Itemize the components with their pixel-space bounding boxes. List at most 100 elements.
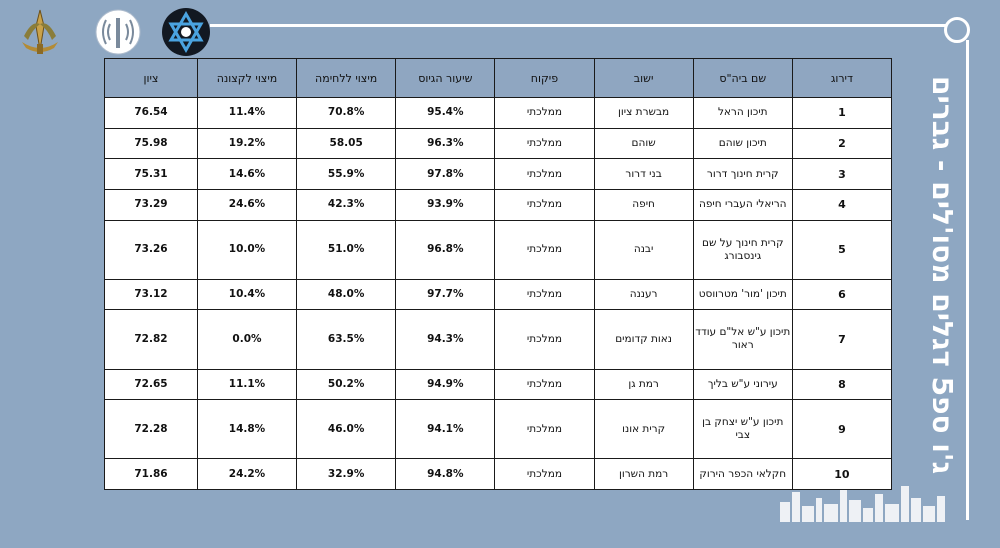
table-row: 8 עירוני ע"ש בליך רמת גן ממלכתי 94.9% 50… xyxy=(104,368,893,401)
cell-officer-rate: 14.6% xyxy=(196,158,298,190)
cell-officer-rate: 24.6% xyxy=(196,188,298,221)
cell-school-name: תיכון ע"ש אל"ם עודד ראור xyxy=(692,309,793,370)
cell-enlistment-rate: 93.9% xyxy=(395,188,496,221)
header-rank: דירוג xyxy=(791,58,893,98)
cell-officer-rate: 0.0% xyxy=(196,309,298,370)
cell-rank: 7 xyxy=(791,309,893,370)
cell-combat-rate: 51.0% xyxy=(296,219,397,280)
cell-city: בני דרור xyxy=(593,158,694,190)
table-row: 4 הריאלי העברי חיפה חיפה ממלכתי 93.9% 42… xyxy=(104,188,893,221)
cell-score: 73.29 xyxy=(104,188,198,221)
table-header-row: דירוג שם ביה"ס ישוב פיקוח שיעור הגיוס מי… xyxy=(104,58,893,98)
cell-combat-rate: 58.05 xyxy=(296,127,397,160)
city-skyline-icon xyxy=(780,482,950,522)
cell-city: שוהם xyxy=(593,127,694,160)
cell-score: 76.54 xyxy=(104,97,198,129)
cell-sector: ממלכתי xyxy=(494,188,595,221)
cell-combat-rate: 32.9% xyxy=(296,458,397,490)
cell-score: 73.26 xyxy=(104,219,198,280)
frame-line-right xyxy=(966,40,969,520)
cell-combat-rate: 50.2% xyxy=(296,368,397,401)
cell-score: 71.86 xyxy=(104,458,198,490)
table-row: 7 תיכון ע"ש אל"ם עודד ראור נאות קדומים מ… xyxy=(104,309,893,370)
cell-score: 73.12 xyxy=(104,278,198,311)
cell-combat-rate: 63.5% xyxy=(296,309,397,370)
cell-enlistment-rate: 97.7% xyxy=(395,278,496,311)
cell-city: רעננה xyxy=(593,278,694,311)
cell-city: רמת השרון xyxy=(593,458,694,490)
cell-city: רמת גן xyxy=(593,368,694,401)
cell-school-name: קרית חינוך דרור xyxy=(692,158,793,190)
cell-rank: 1 xyxy=(791,97,893,129)
cell-sector: ממלכתי xyxy=(494,458,595,490)
cell-city: חיפה xyxy=(593,188,694,221)
cell-city: יבנה xyxy=(593,219,694,280)
cell-school-name: תיכון ע"ש יצחק בן צבי xyxy=(692,399,793,460)
cell-enlistment-rate: 94.3% xyxy=(395,309,496,370)
frame-circle xyxy=(944,17,970,43)
header-officer-rate: מיצוי לקצונה xyxy=(196,58,298,98)
cell-rank: 9 xyxy=(791,399,893,460)
header-school-name: שם ביה"ס xyxy=(692,58,793,98)
cell-city: נאות קדומים xyxy=(593,309,694,370)
cell-score: 72.65 xyxy=(104,368,198,401)
star-of-david-icon xyxy=(160,6,212,58)
table-row: 2 תיכון שוהם שוהם ממלכתי 96.3% 58.05 19.… xyxy=(104,127,893,160)
cell-enlistment-rate: 95.4% xyxy=(395,97,496,129)
cell-sector: ממלכתי xyxy=(494,278,595,311)
cell-officer-rate: 10.4% xyxy=(196,278,298,311)
cell-sector: ממלכתי xyxy=(494,127,595,160)
idf-emblem-icon xyxy=(14,6,66,58)
frame-line-top xyxy=(210,24,950,27)
cell-enlistment-rate: 97.8% xyxy=(395,158,496,190)
cell-school-name: תיכון 'מור' מטרווסט xyxy=(692,278,793,311)
cell-enlistment-rate: 94.9% xyxy=(395,368,496,401)
table-row: 3 קרית חינוך דרור בני דרור ממלכתי 97.8% … xyxy=(104,158,893,190)
signal-corps-icon xyxy=(92,6,144,58)
cell-score: 75.98 xyxy=(104,127,198,160)
cell-enlistment-rate: 96.3% xyxy=(395,127,496,160)
cell-enlistment-rate: 96.8% xyxy=(395,219,496,280)
cell-school-name: עירוני ע"ש בליך xyxy=(692,368,793,401)
cell-officer-rate: 11.1% xyxy=(196,368,298,401)
schools-table: דירוג שם ביה"ס ישוב פיקוח שיעור הגיוס מי… xyxy=(104,58,893,490)
cell-rank: 6 xyxy=(791,278,893,311)
header-enlistment-rate: שיעור הגיוס xyxy=(395,58,496,98)
cell-city: קרית אונו xyxy=(593,399,694,460)
cell-school-name: תיכון שוהם xyxy=(692,127,793,160)
table-row: 5 קרית חינוך על שם גינסבורג יבנה ממלכתי … xyxy=(104,219,893,280)
cell-sector: ממלכתי xyxy=(494,309,595,370)
cell-rank: 2 xyxy=(791,127,893,160)
table-row: 9 תיכון ע"ש יצחק בן צבי קרית אונו ממלכתי… xyxy=(104,399,893,460)
cell-city: מבשרת ציון xyxy=(593,97,694,129)
cell-sector: ממלכתי xyxy=(494,399,595,460)
cell-enlistment-rate: 94.8% xyxy=(395,458,496,490)
table-row: 10 חקלאי הכפר הירוק רמת השרון ממלכתי 94.… xyxy=(104,458,893,490)
cell-sector: ממלכתי xyxy=(494,368,595,401)
cell-enlistment-rate: 94.1% xyxy=(395,399,496,460)
header-sector: פיקוח xyxy=(494,58,595,98)
cell-officer-rate: 14.8% xyxy=(196,399,298,460)
cell-officer-rate: 24.2% xyxy=(196,458,298,490)
cell-combat-rate: 55.9% xyxy=(296,158,397,190)
cell-officer-rate: 11.4% xyxy=(196,97,298,129)
cell-school-name: הריאלי העברי חיפה xyxy=(692,188,793,221)
header-score: ציון xyxy=(104,58,198,98)
cell-sector: ממלכתי xyxy=(494,158,595,190)
ranking-table: דירוג שם ביה"ס ישוב פיקוח שיעור הגיוס מי… xyxy=(104,58,893,490)
table-row: 1 תיכון הראל מבשרת ציון ממלכתי 95.4% 70.… xyxy=(104,97,893,129)
cell-combat-rate: 48.0% xyxy=(296,278,397,311)
cell-combat-rate: 42.3% xyxy=(296,188,397,221)
table-row: 6 תיכון 'מור' מטרווסט רעננה ממלכתי 97.7%… xyxy=(104,278,893,311)
cell-sector: ממלכתי xyxy=(494,219,595,280)
cell-score: 72.28 xyxy=(104,399,198,460)
cell-combat-rate: 46.0% xyxy=(296,399,397,460)
cell-score: 75.31 xyxy=(104,158,198,190)
cell-school-name: קרית חינוך על שם גינסבורג xyxy=(692,219,793,280)
cell-score: 72.82 xyxy=(104,309,198,370)
header-combat-rate: מיצוי ללחימה xyxy=(296,58,397,98)
cell-officer-rate: 10.0% xyxy=(196,219,298,280)
vertical-title: ג'ו ספ5 דגלים מסו'לים - גברים xyxy=(926,76,959,474)
cell-rank: 3 xyxy=(791,158,893,190)
